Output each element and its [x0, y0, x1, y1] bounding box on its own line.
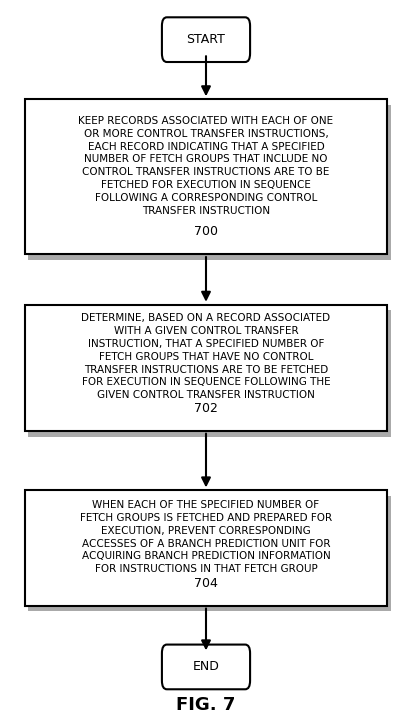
FancyBboxPatch shape — [28, 105, 391, 260]
FancyBboxPatch shape — [25, 99, 387, 255]
Text: KEEP RECORDS ASSOCIATED WITH EACH OF ONE
OR MORE CONTROL TRANSFER INSTRUCTIONS,
: KEEP RECORDS ASSOCIATED WITH EACH OF ONE… — [78, 116, 334, 216]
Text: FIG. 7: FIG. 7 — [176, 696, 236, 714]
Text: START: START — [187, 33, 225, 46]
FancyBboxPatch shape — [28, 311, 391, 437]
FancyBboxPatch shape — [162, 17, 250, 62]
FancyBboxPatch shape — [28, 496, 391, 611]
FancyBboxPatch shape — [162, 645, 250, 689]
FancyBboxPatch shape — [25, 305, 387, 431]
Text: END: END — [192, 660, 220, 673]
Text: DETERMINE, BASED ON A RECORD ASSOCIATED
WITH A GIVEN CONTROL TRANSFER
INSTRUCTIO: DETERMINE, BASED ON A RECORD ASSOCIATED … — [82, 314, 330, 400]
Text: WHEN EACH OF THE SPECIFIED NUMBER OF
FETCH GROUPS IS FETCHED AND PREPARED FOR
EX: WHEN EACH OF THE SPECIFIED NUMBER OF FET… — [80, 500, 332, 574]
Text: 700: 700 — [194, 225, 218, 238]
Text: 704: 704 — [194, 577, 218, 590]
FancyBboxPatch shape — [25, 490, 387, 606]
Text: 702: 702 — [194, 402, 218, 415]
